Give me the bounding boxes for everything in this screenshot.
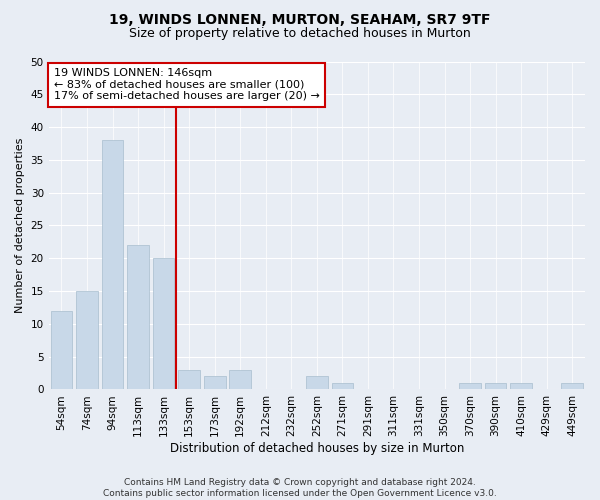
Bar [204, 376, 226, 390]
Bar [50, 310, 72, 390]
Y-axis label: Number of detached properties: Number of detached properties [15, 138, 25, 313]
Bar [485, 383, 506, 390]
Bar [510, 383, 532, 390]
Bar [562, 383, 583, 390]
Bar [76, 291, 98, 390]
Bar [127, 245, 149, 390]
Bar [306, 376, 328, 390]
Bar [153, 258, 175, 390]
Text: Size of property relative to detached houses in Murton: Size of property relative to detached ho… [129, 28, 471, 40]
Text: 19 WINDS LONNEN: 146sqm
← 83% of detached houses are smaller (100)
17% of semi-d: 19 WINDS LONNEN: 146sqm ← 83% of detache… [54, 68, 320, 102]
Bar [178, 370, 200, 390]
X-axis label: Distribution of detached houses by size in Murton: Distribution of detached houses by size … [170, 442, 464, 455]
Text: 19, WINDS LONNEN, MURTON, SEAHAM, SR7 9TF: 19, WINDS LONNEN, MURTON, SEAHAM, SR7 9T… [109, 12, 491, 26]
Text: Contains HM Land Registry data © Crown copyright and database right 2024.
Contai: Contains HM Land Registry data © Crown c… [103, 478, 497, 498]
Bar [101, 140, 124, 390]
Bar [229, 370, 251, 390]
Bar [459, 383, 481, 390]
Bar [332, 383, 353, 390]
